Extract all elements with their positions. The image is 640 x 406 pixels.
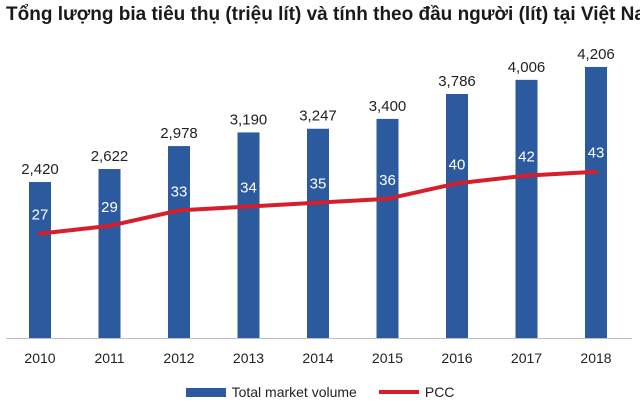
x-tick-2013: 2013 [233,350,264,366]
legend-line-swatch [378,390,419,394]
legend-line-label: PCC [424,384,455,400]
legend-item-line: PCC [378,384,455,400]
bar-value-label-2010: 2,420 [21,161,59,178]
x-tick-2011: 2011 [94,350,124,366]
bar-value-label-2013: 3,190 [230,111,268,128]
legend: Total market volume PCC [0,380,640,404]
bar-value-label-2015: 3,400 [369,98,407,115]
bar-value-label-2011: 2,622 [91,148,129,165]
legend-item-bar: Total market volume [185,384,357,400]
pcc-value-label-2015: 36 [379,172,396,189]
x-tick-2018: 2018 [580,350,611,366]
line-series [38,169,598,236]
x-tick-2014: 2014 [302,350,333,366]
pcc-value-label-2018: 43 [588,145,605,162]
bar-2016 [446,94,468,338]
bar-2015 [376,118,399,338]
bar-2011 [98,169,121,338]
chart-title: Tổng lượng bia tiêu thụ (triệu lít) và t… [6,4,640,25]
bar-value-label-2016: 3,786 [438,73,476,90]
pcc-value-label-2014: 35 [310,176,327,193]
legend-bar-swatch [185,387,226,397]
bar-2012 [168,146,190,338]
x-tick-2010: 2010 [24,350,55,366]
pcc-value-label-2016: 40 [449,156,466,173]
bar-series [29,66,607,339]
x-tick-2017: 2017 [511,350,542,366]
bar-value-label-2014: 3,247 [299,108,337,125]
bar-2017 [515,79,538,338]
pcc-value-label-2012: 33 [171,183,188,200]
line-value-labels: 27 29 33 34 35 36 40 42 43 [32,145,605,224]
pcc-value-label-2013: 34 [240,180,257,197]
pcc-value-label-2011: 29 [101,199,118,216]
bar-value-label-2018: 4,206 [577,46,615,63]
x-tick-2012: 2012 [163,350,194,366]
x-tick-2016: 2016 [441,350,472,366]
x-axis-tick-labels: 2010 2011 2012 2013 2014 2015 2016 2017 2018 [24,350,611,366]
pcc-value-label-2017: 42 [518,149,535,166]
bar-value-label-2012: 2,978 [160,125,198,142]
bar-2018 [585,66,607,339]
x-tick-2015: 2015 [372,350,403,366]
bar-value-labels: 2,420 2,622 2,978 3,190 3,247 3,400 3,786 4,006… [21,46,615,178]
bar-2014 [307,128,329,338]
bar-value-label-2017: 4,006 [508,59,546,76]
pcc-value-label-2010: 27 [32,207,49,224]
bar-2010 [29,182,51,338]
pcc-line [38,169,598,236]
bar-2013 [237,132,260,338]
legend-bar-label: Total market volume [231,384,357,400]
